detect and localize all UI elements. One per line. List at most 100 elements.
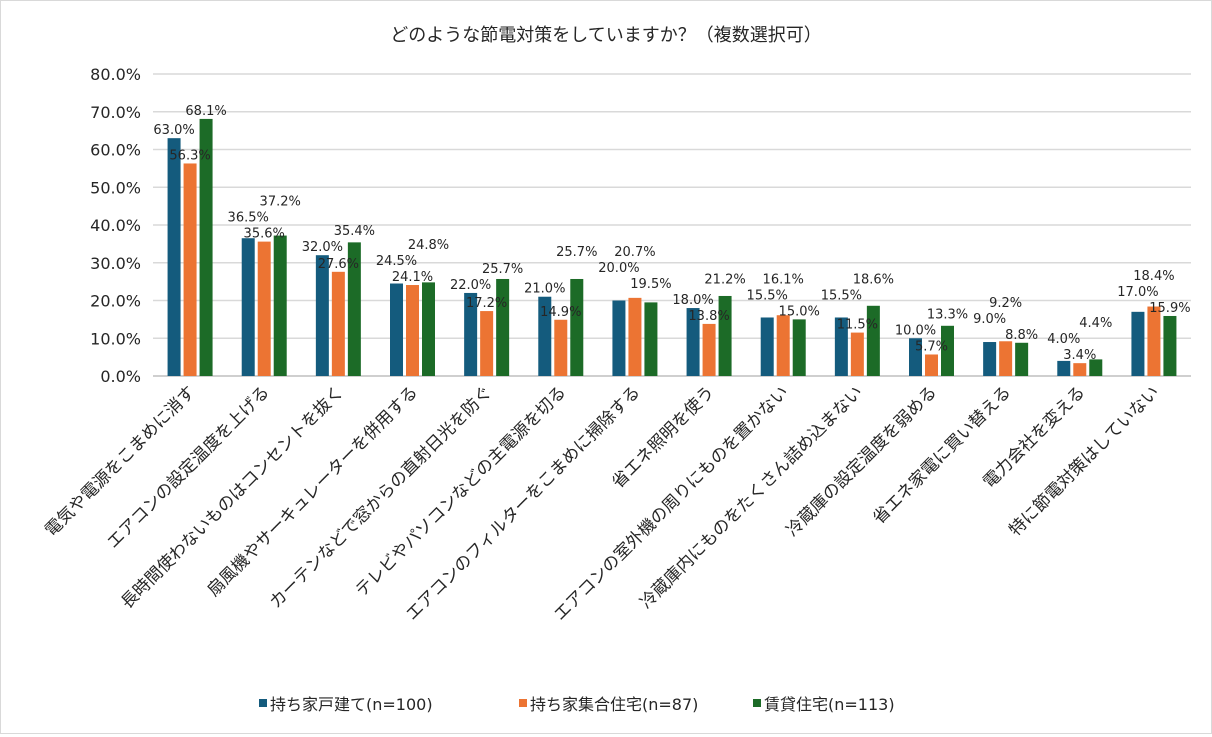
- data-label: 4.4%: [1079, 316, 1112, 331]
- y-tick-label: 50.0%: [90, 178, 141, 197]
- bar: [1057, 360, 1071, 376]
- legend-swatch: [519, 699, 527, 707]
- data-label: 9.0%: [973, 312, 1006, 327]
- y-tick-label: 0.0%: [100, 367, 141, 386]
- x-axis: 電気や電源をこまめに消すエアコンの設定温度を上げる長時間使わないものはコンセント…: [41, 382, 1163, 625]
- data-label: 18.0%: [672, 293, 713, 308]
- data-label: 25.7%: [556, 245, 597, 260]
- data-label: 35.6%: [244, 227, 285, 242]
- legend-label: 持ち家戸建て(n=100): [270, 695, 433, 714]
- bar: [406, 285, 419, 376]
- data-label: 15.9%: [1149, 301, 1190, 316]
- legend: 持ち家戸建て(n=100) 持ち家集合住宅(n=87) 賃貸住宅(n=113): [259, 695, 895, 714]
- data-label: 32.0%: [302, 240, 343, 255]
- bar: [941, 325, 954, 376]
- legend-swatch: [753, 699, 761, 707]
- bar: [644, 302, 658, 376]
- y-tick-label: 80.0%: [90, 65, 141, 84]
- y-tick-label: 20.0%: [90, 292, 141, 311]
- legend-label: 賃貸住宅(n=113): [764, 695, 895, 714]
- bar: [792, 319, 806, 376]
- bar: [776, 315, 790, 376]
- x-tick-label: 省エネ家電に買い替える: [869, 382, 1015, 528]
- data-label: 9.2%: [989, 296, 1022, 311]
- data-label: 18.4%: [1133, 269, 1174, 284]
- data-label: 56.3%: [169, 148, 210, 163]
- data-label: 18.6%: [853, 272, 894, 287]
- bar: [480, 311, 494, 376]
- data-label: 17.2%: [466, 296, 507, 311]
- x-tick-label: 冷蔵庫の設定温度を弱める: [783, 382, 941, 540]
- bar: [538, 296, 552, 376]
- data-label: 24.8%: [408, 238, 449, 253]
- data-label: 15.5%: [821, 288, 862, 303]
- y-tick-label: 10.0%: [90, 329, 141, 348]
- data-label: 21.0%: [524, 282, 565, 297]
- data-label: 13.8%: [688, 309, 729, 324]
- bar: [1131, 311, 1145, 376]
- bar: [925, 354, 938, 376]
- data-label: 3.4%: [1063, 348, 1096, 363]
- data-label: 22.0%: [450, 278, 491, 293]
- y-axis: 0.0% 10.0% 20.0% 30.0% 40.0% 50.0% 60.0% 70.0% 8…: [90, 65, 141, 386]
- data-labels: 63.0% 56.3% 68.1% 36.5%35.6% 37.2% 32.0% 27.6%…: [153, 104, 1190, 363]
- data-label: 20.7%: [614, 245, 655, 260]
- data-label: 16.1%: [763, 272, 804, 287]
- bar: [850, 332, 864, 376]
- data-label: 15.0%: [779, 304, 820, 319]
- legend-label: 持ち家集合住宅(n=87): [530, 695, 698, 714]
- y-tick-label: 60.0%: [90, 141, 141, 160]
- bar: [390, 283, 403, 376]
- data-label: 36.5%: [228, 211, 269, 226]
- data-label: 13.3%: [927, 307, 968, 322]
- bar: [834, 317, 848, 376]
- x-tick-label: 電気や電源をこまめに消す: [41, 382, 199, 540]
- bar: [257, 241, 271, 376]
- data-label: 25.7%: [482, 262, 523, 277]
- y-tick-label: 30.0%: [90, 254, 141, 273]
- data-label: 21.2%: [704, 272, 745, 287]
- data-label: 11.5%: [837, 318, 878, 333]
- bar: [315, 255, 329, 376]
- bar: [554, 319, 568, 376]
- data-label: 37.2%: [260, 195, 301, 210]
- bar: [199, 118, 213, 377]
- bar: [464, 292, 478, 376]
- bar: [866, 305, 880, 376]
- chart-title: どのような節電対策をしていますか？（複数選択可）: [390, 25, 821, 46]
- bar: [570, 278, 584, 376]
- bar: [331, 271, 345, 376]
- data-label: 15.5%: [747, 288, 788, 303]
- bar: [909, 338, 922, 376]
- bar: [612, 300, 626, 376]
- data-label: 24.5%: [376, 254, 417, 269]
- data-label: 17.0%: [1117, 285, 1158, 300]
- data-label: 4.0%: [1047, 332, 1080, 347]
- y-tick-label: 40.0%: [90, 216, 141, 235]
- bar: [983, 342, 997, 376]
- bar: [1147, 306, 1161, 376]
- data-label: 24.1%: [392, 270, 433, 285]
- data-label: 68.1%: [185, 104, 226, 119]
- data-label: 27.6%: [318, 257, 359, 272]
- bar: [273, 235, 287, 376]
- legend-swatch: [259, 699, 267, 707]
- data-label: 20.0%: [598, 261, 639, 276]
- bar: [183, 163, 197, 376]
- data-label: 19.5%: [630, 277, 671, 292]
- bar: [167, 138, 181, 376]
- bar: [760, 317, 774, 376]
- data-label: 5.7%: [915, 339, 948, 354]
- bar: [1073, 363, 1087, 376]
- bar: [1015, 342, 1029, 376]
- data-label: 35.4%: [334, 224, 375, 239]
- data-label: 14.9%: [540, 305, 581, 320]
- bar: [496, 278, 510, 376]
- bar: [1089, 359, 1103, 376]
- y-tick-label: 70.0%: [90, 103, 141, 122]
- data-label: 8.8%: [1005, 328, 1038, 343]
- bar: [686, 308, 700, 376]
- bar: [718, 295, 732, 376]
- bar: [1163, 315, 1177, 376]
